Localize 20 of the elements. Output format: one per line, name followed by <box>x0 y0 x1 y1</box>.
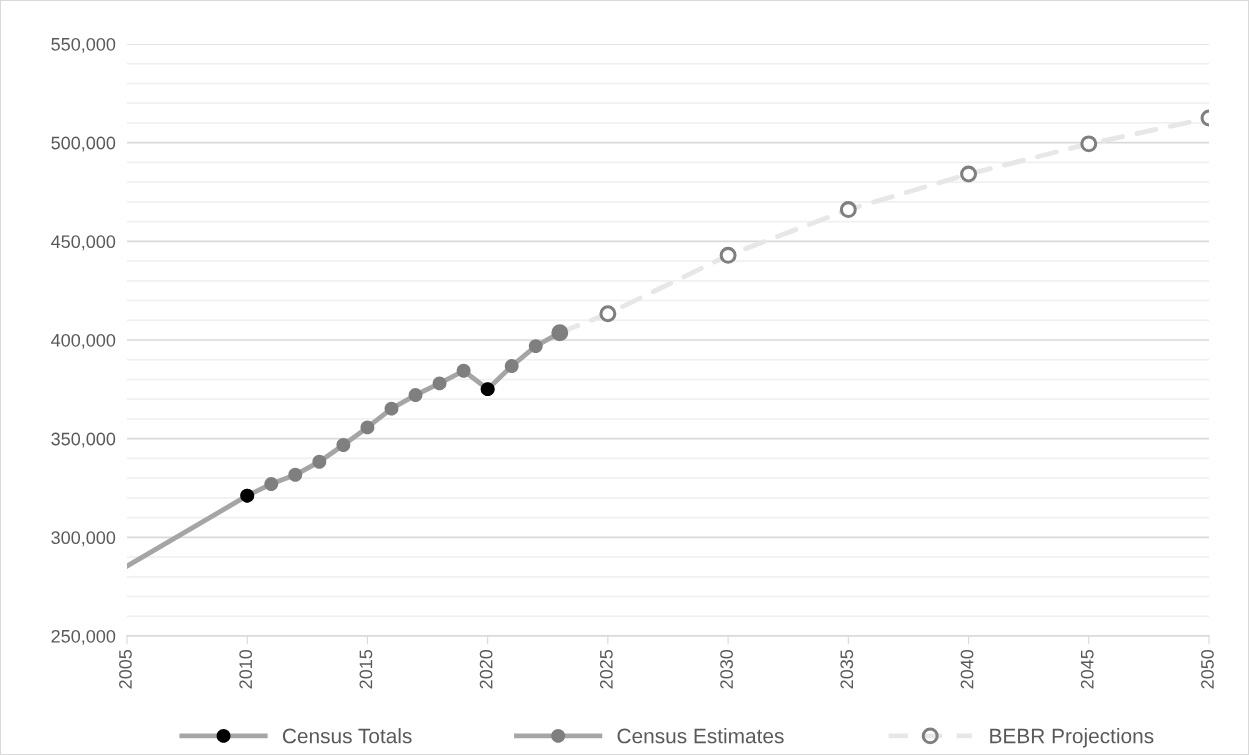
x-tick-label: 2005 <box>119 649 132 689</box>
y-tick-label: 450,000 <box>51 235 116 251</box>
x-tick-label: 2035 <box>840 649 854 689</box>
x-tick-label: 2020 <box>479 649 493 689</box>
y-tick-label: 350,000 <box>51 432 116 448</box>
legend-label: BEBR Projections <box>990 728 1154 748</box>
legend-label: Census Estimates <box>617 728 784 744</box>
y-tick-label: 400,000 <box>51 333 116 349</box>
x-tick-label: 2025 <box>599 649 613 689</box>
x-tick-label: 2040 <box>960 649 974 689</box>
x-tick-label: 2010 <box>239 649 253 689</box>
x-tick-label: 2045 <box>1080 649 1094 689</box>
x-tick-label: 2015 <box>359 649 373 689</box>
y-tick-label: 500,000 <box>51 136 116 152</box>
x-tick-label: 2050 <box>1201 649 1214 689</box>
y-tick-label: 250,000 <box>51 629 116 645</box>
legend-label: Census Totals <box>282 728 412 744</box>
y-tick-label: 300,000 <box>51 531 116 547</box>
x-tick-label: 2030 <box>720 649 733 689</box>
y-tick-label: 550,000 <box>51 37 116 53</box>
